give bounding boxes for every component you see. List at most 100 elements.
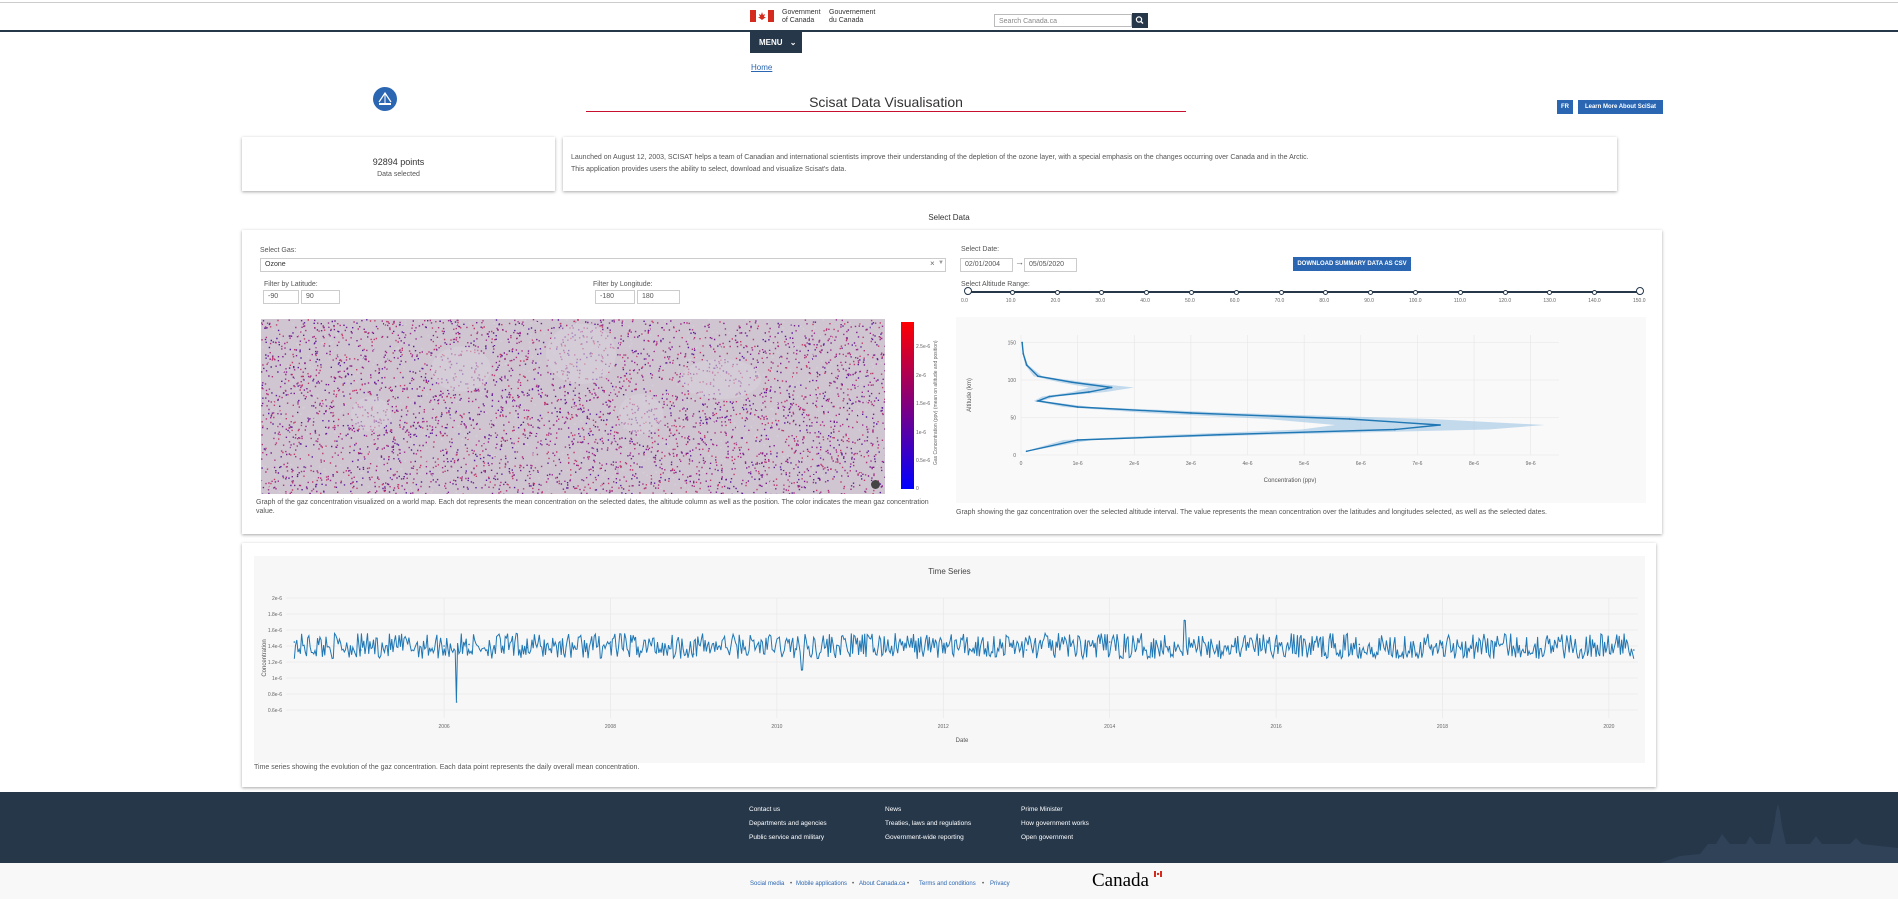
description-line-1: Launched on August 12, 2003, SCISAT help…: [571, 154, 1309, 161]
alt-profile-point: [1076, 406, 1079, 408]
footer-column-1: Contact us Departments and agencies Publ…: [749, 806, 827, 841]
footer-separator: •: [790, 881, 793, 887]
altitude-profile-chart[interactable]: 0 1e-6 2e-6 3e-6 4e-6 5e-6 6e-6 7e-6 8e-6 9e-6 0 50…: [956, 317, 1646, 503]
arrow-right-icon: →: [1015, 257, 1024, 267]
gas-select[interactable]: Ozone: [260, 258, 946, 272]
footer-link-prime-minister[interactable]: Prime Minister: [1021, 806, 1063, 813]
footer-link-privacy[interactable]: Privacy: [990, 881, 1010, 887]
longitude-max-input[interactable]: 180: [637, 290, 680, 304]
altitude-plot-area: [956, 317, 1646, 503]
footer-separator: •: [852, 881, 855, 887]
slider-mark: [1278, 290, 1284, 295]
alt-x-tick: 4e-6: [1243, 461, 1253, 467]
footer-main: Contact us Departments and agencies Publ…: [0, 792, 1898, 863]
menu-button[interactable]: MENU ⌄: [750, 32, 802, 53]
ts-anchor-point: [1275, 645, 1277, 647]
ts-anchor-point: [1633, 649, 1635, 651]
alt-x-tick: 8e-6: [1469, 461, 1479, 467]
language-toggle-button[interactable]: FR: [1557, 100, 1573, 114]
colorbar-tick: 1.5e-6: [916, 401, 931, 407]
slider-mark: [1502, 290, 1508, 295]
date-end-input[interactable]: 05/05/2020: [1024, 258, 1077, 272]
alt-profile-point: [1037, 400, 1039, 402]
slider-handle-max[interactable]: [1636, 287, 1644, 295]
learn-more-button[interactable]: Learn More About SciSat: [1578, 100, 1663, 114]
alt-y-tick: 150: [1008, 341, 1017, 347]
ts-x-tick: 2016: [1271, 724, 1282, 730]
footer-link-departments[interactable]: Departments and agencies: [749, 820, 827, 827]
goc-english-line2: of Canada: [782, 17, 815, 24]
slider-handle-min[interactable]: [964, 287, 972, 295]
clear-icon[interactable]: ×: [930, 259, 935, 268]
goc-french[interactable]: Gouvernement du Canada: [829, 9, 875, 25]
breadcrumb-home[interactable]: Home: [751, 63, 773, 72]
slider-mark: [1189, 290, 1194, 295]
footer-link-reporting[interactable]: Government-wide reporting: [885, 834, 964, 841]
ts-x-tick: 2012: [938, 724, 949, 730]
alt-profile-point: [1071, 381, 1073, 384]
ts-y-tick: 1e-6: [272, 676, 282, 682]
caret-down-icon[interactable]: ▼: [938, 260, 944, 266]
alt-x-tick: 2e-6: [1129, 461, 1139, 467]
ts-anchor-point: [1358, 643, 1361, 646]
altitude-slider-track[interactable]: [967, 291, 1639, 293]
download-csv-button[interactable]: DOWNLOAD SUMMARY DATA AS CSV: [1293, 257, 1411, 271]
footer-link-contact[interactable]: Contact us: [749, 806, 781, 813]
slider-mark: [1054, 290, 1060, 295]
goc-english[interactable]: Government of Canada: [782, 9, 821, 25]
footer-link-open-government[interactable]: Open government: [1021, 834, 1074, 841]
latitude-max-input[interactable]: 90: [301, 290, 340, 304]
ts-anchor-point: [468, 643, 470, 646]
alt-x-tick: 5e-6: [1299, 461, 1309, 467]
map-landmass: [618, 394, 664, 434]
footer-link-terms[interactable]: Terms and conditions: [919, 881, 976, 887]
alt-profile-point: [1110, 386, 1113, 389]
parliament-silhouette-icon: [1660, 804, 1898, 863]
footer-link-mobile-apps[interactable]: Mobile applications: [796, 881, 848, 887]
altitude-caption: Graph showing the gaz concentration over…: [956, 509, 1547, 516]
ts-anchor-point: [1025, 649, 1028, 651]
ts-x-tick: 2006: [439, 724, 450, 730]
slider-mark: [1413, 290, 1418, 295]
footer-link-treaties[interactable]: Treaties, laws and regulations: [885, 820, 972, 827]
ts-y-tick: 2e-6: [272, 596, 282, 602]
timeseries-chart[interactable]: 0.6e-6 0.8e-6 1e-6 1.2e-6 1.4e-6 1.6e-6 1.8e-6…: [254, 556, 1645, 763]
timeseries-caption: Time series showing the evolution of the…: [254, 764, 640, 771]
footer-column-2: News Treaties, laws and regulations Gove…: [885, 806, 971, 841]
slider-tick-label: 120.0: [1498, 298, 1512, 304]
date-start-input[interactable]: 02/01/2004: [960, 258, 1013, 272]
ts-anchor-point: [526, 646, 529, 649]
alt-profile-point: [1393, 428, 1396, 431]
footer-link-public-service[interactable]: Public service and military: [749, 834, 825, 841]
ts-anchor-point: [609, 641, 612, 643]
alt-y-tick: 100: [1008, 378, 1017, 384]
search-icon: [1135, 16, 1144, 24]
map-attribution-icon[interactable]: [871, 480, 880, 489]
ts-anchor-point: [801, 669, 803, 671]
alt-error-band: [1021, 342, 1545, 452]
footer-link-news[interactable]: News: [885, 806, 902, 813]
longitude-min-input[interactable]: -180: [595, 290, 635, 304]
colorbar-tick: 1e-6: [916, 430, 927, 436]
footer-link-social-media[interactable]: Social media: [750, 881, 785, 887]
alt-y-tick: 50: [1010, 416, 1016, 422]
footer-link-how-government-works[interactable]: How government works: [1021, 820, 1089, 827]
alt-profile-point: [1025, 450, 1028, 453]
latitude-min-input[interactable]: -90: [263, 290, 299, 304]
alt-x-tick: 1e-6: [1073, 461, 1083, 467]
slider-tick-label: 0.0: [961, 298, 968, 304]
footer-link-about[interactable]: About Canada.ca: [859, 881, 906, 887]
ts-y-tick: 1.4e-6: [268, 644, 282, 650]
slider-tick-label: 20.0: [1050, 298, 1061, 304]
ts-x-tick: 2018: [1437, 724, 1448, 730]
alt-x-tick: 7e-6: [1412, 461, 1422, 467]
date-label: Select Date:: [961, 246, 1000, 253]
slider-mark: [1009, 290, 1015, 295]
search-input[interactable]: Search Canada.ca: [994, 14, 1132, 27]
world-map-scatter[interactable]: [261, 319, 885, 494]
ts-x-tick: 2008: [605, 724, 616, 730]
search-button[interactable]: [1132, 13, 1148, 28]
goc-french-line1: Gouvernement: [829, 9, 876, 16]
slider-mark: [1547, 290, 1553, 295]
slider-mark: [1144, 290, 1150, 295]
